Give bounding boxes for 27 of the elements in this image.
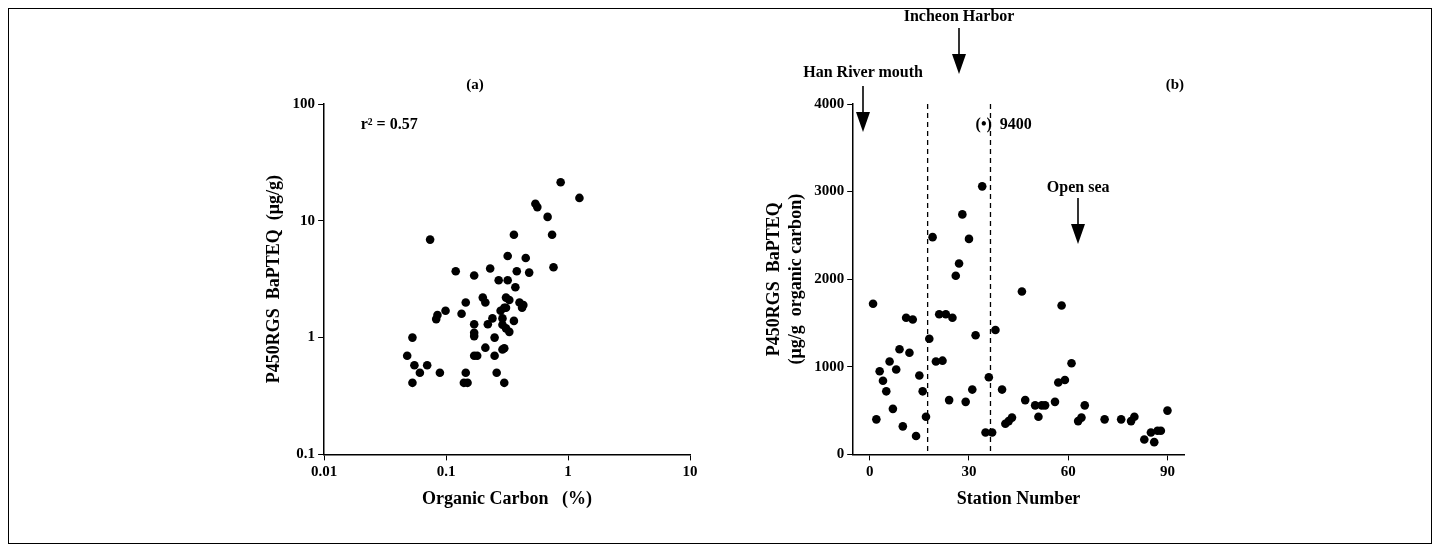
text: Han River mouth bbox=[803, 62, 924, 80]
y-tick-label: 3000 bbox=[814, 182, 845, 199]
x-tick-label: 1 bbox=[564, 463, 572, 480]
x-tick-label: 10 bbox=[682, 463, 698, 480]
y-tick-label: 0.1 bbox=[296, 445, 316, 462]
y-tick-label: 1 bbox=[307, 328, 316, 345]
x-tick-label: 90 bbox=[1159, 463, 1175, 480]
y-tick-label: 4000 bbox=[814, 94, 845, 111]
chart-title: (a) bbox=[466, 75, 484, 93]
x-tick-label: 0 bbox=[865, 463, 874, 480]
annotation: Open sea bbox=[1046, 178, 1110, 197]
y-tick-label: 2000 bbox=[814, 270, 845, 287]
chart-title: (b) bbox=[1165, 75, 1184, 93]
y-axis-title: P450RGS BaPTEQ (μg/g organic carbon) bbox=[763, 193, 807, 365]
y-tick-label: 10 bbox=[300, 211, 316, 228]
text: Incheon Harbor bbox=[903, 6, 1015, 24]
y-tick-label: 1000 bbox=[814, 357, 845, 374]
x-axis-title: Organic Carbon (%) bbox=[422, 487, 593, 509]
x-tick-label: 0.01 bbox=[310, 463, 338, 480]
y-tick-label: 0 bbox=[836, 445, 845, 462]
x-tick-label: 0.1 bbox=[436, 463, 456, 480]
x-axis-title: Station Number bbox=[956, 487, 1081, 508]
annotation: r² = 0.57 bbox=[360, 115, 418, 133]
y-axis-title: P450RGS BaPTEQ (μg/g) bbox=[263, 175, 285, 384]
x-tick-label: 60 bbox=[1060, 463, 1076, 480]
y-tick-label: 100 bbox=[292, 94, 316, 111]
x-tick-label: 30 bbox=[961, 463, 977, 480]
